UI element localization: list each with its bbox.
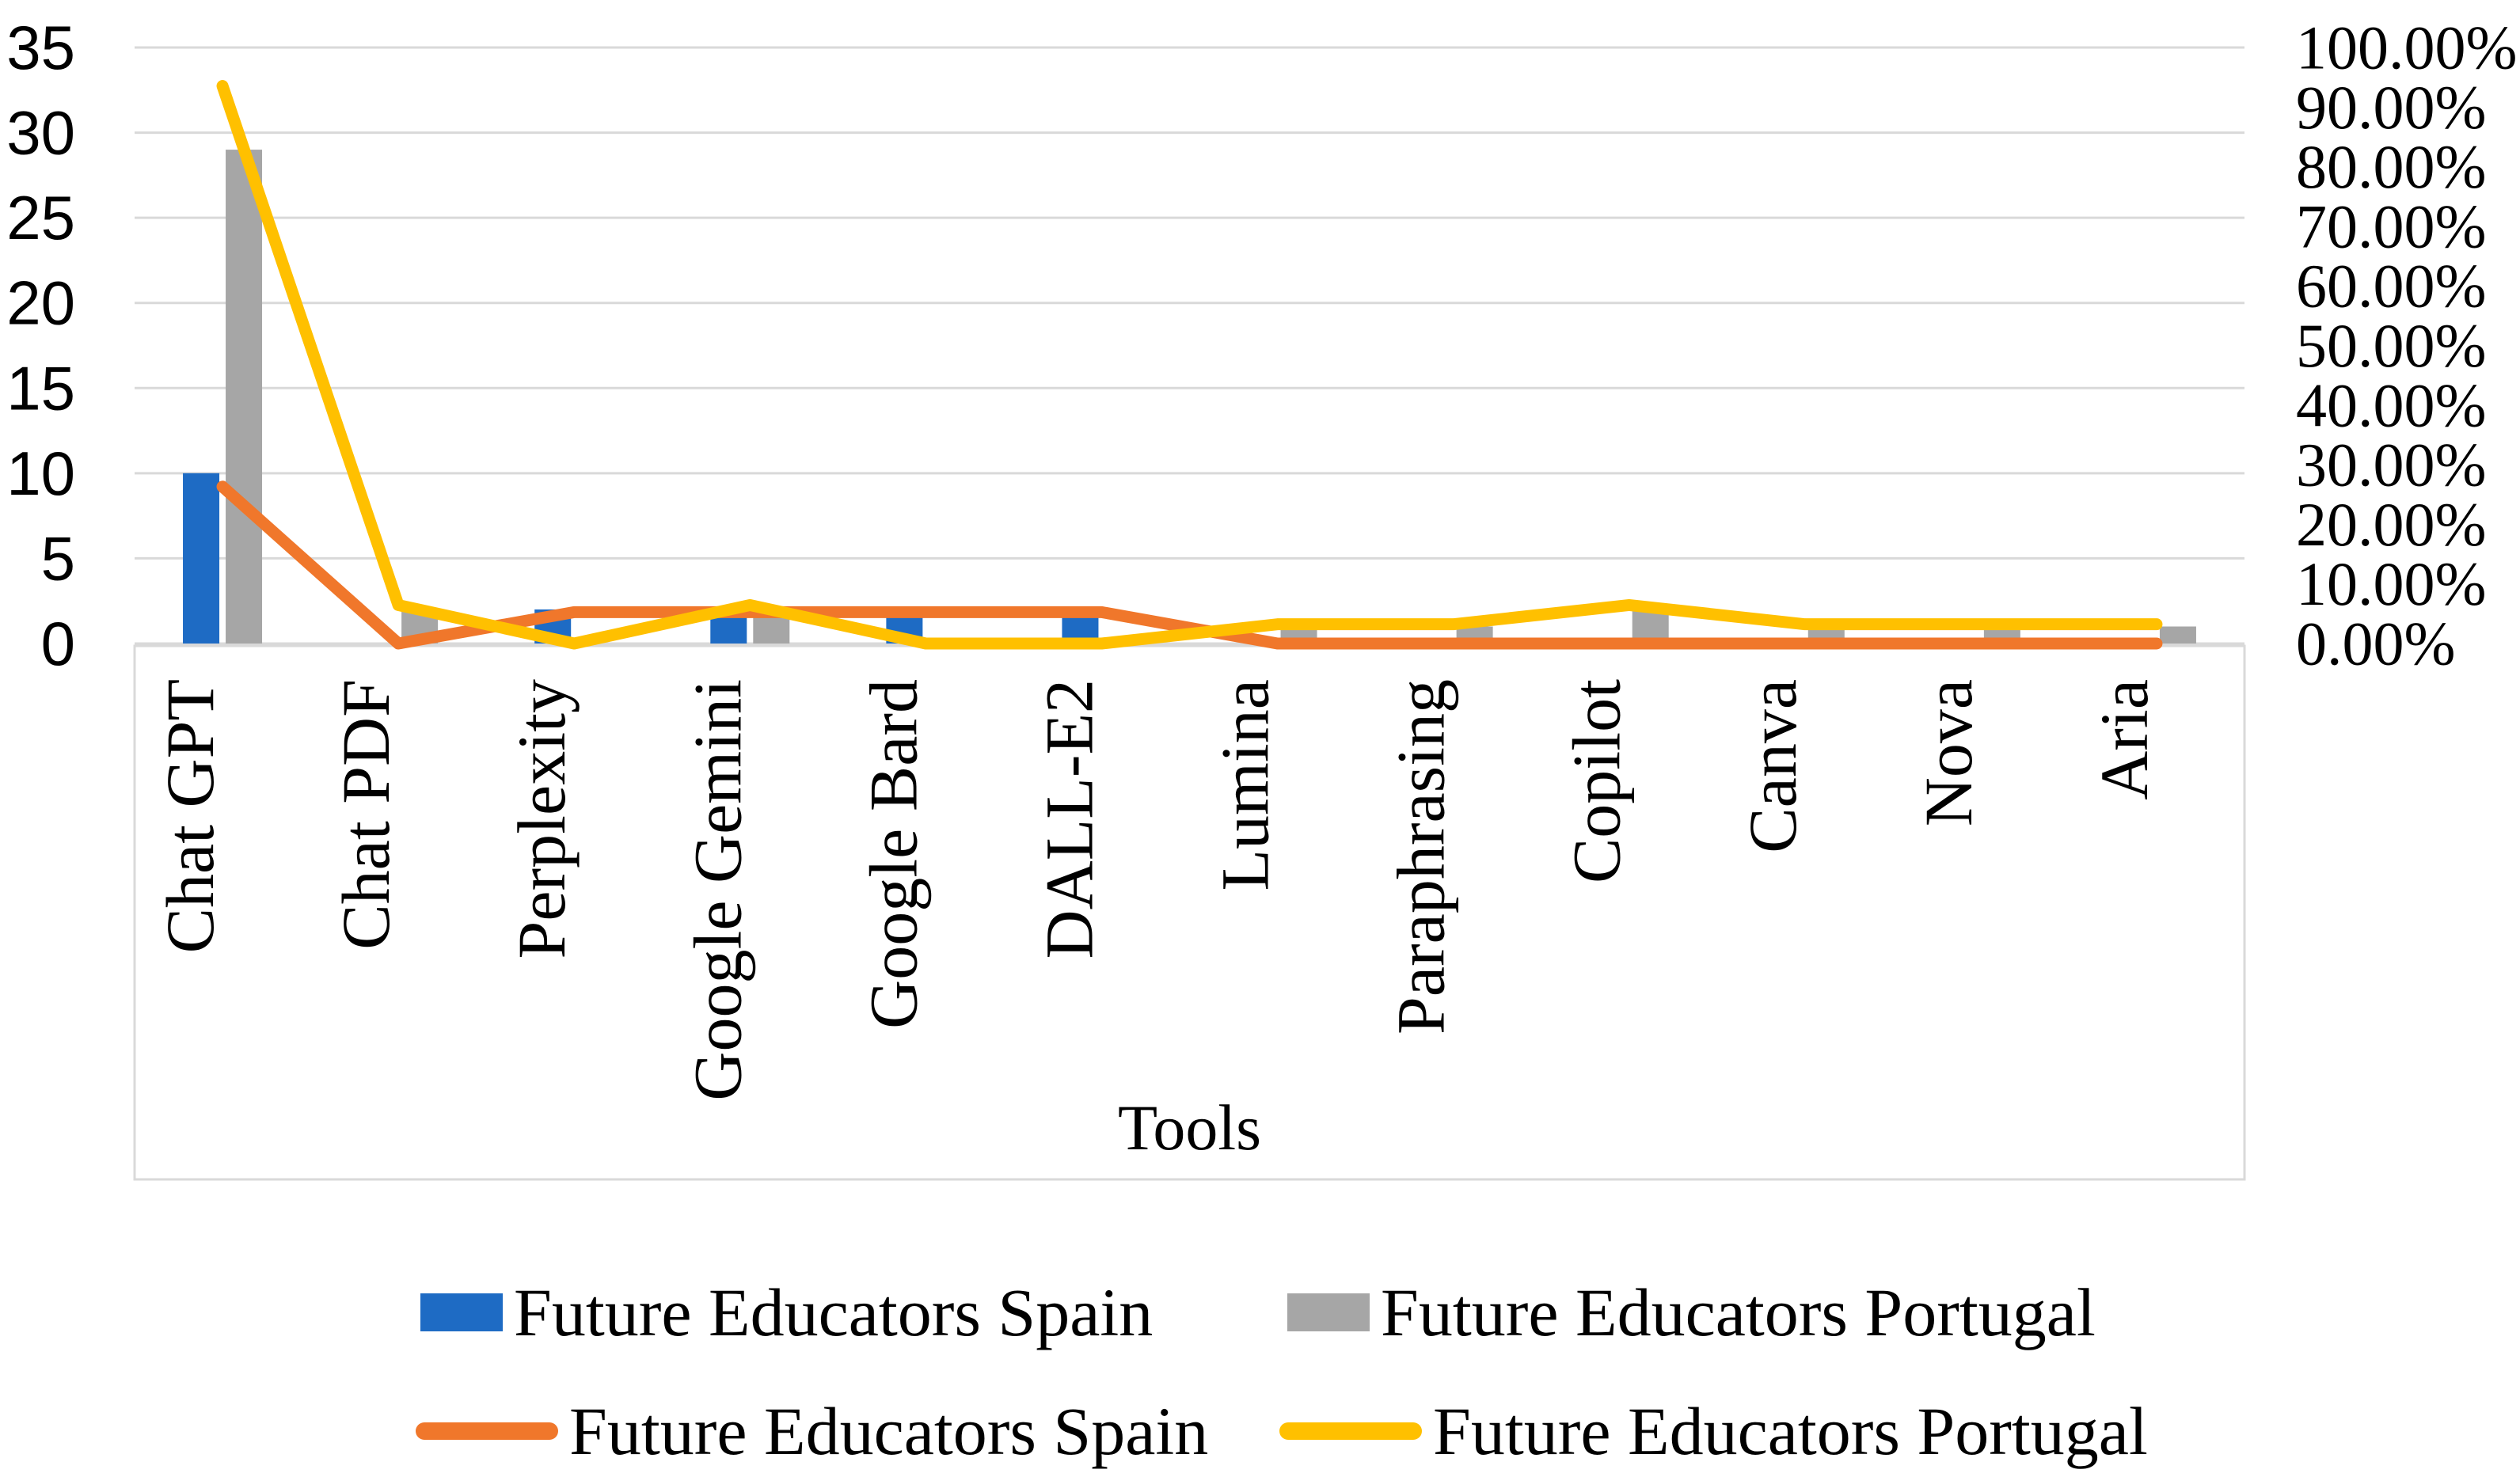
right-axis-tick-label: 30.00% [2296,431,2486,499]
x-axis-category-label-chat-pdf: Chat PDF [328,679,404,950]
right-axis-tick-label: 70.00% [2296,192,2486,260]
left-axis-tick-label: 5 [41,523,75,593]
bar-future-educators-portugal-aria [2159,626,2196,644]
x-axis-category-label-copilot: Copilot [1559,679,1635,883]
x-axis-category-label-chat-gpt: Chat GPT [152,679,228,953]
left-axis-tick-label: 15 [6,353,75,423]
x-axis-category-label-perplexity: Perplexity [504,679,580,959]
left-axis-tick-label: 35 [6,13,75,82]
right-axis-tick-label: 50.00% [2296,311,2486,380]
left-axis-tick-label: 30 [6,98,75,168]
line-future-educators-portugal [216,80,2163,650]
right-axis-tick-label: 90.00% [2296,73,2486,142]
x-axis-category-label-canva: Canva [1735,679,1811,853]
x-axis-title: Tools [1118,1092,1261,1164]
x-axis-category-label-dall-e2: DALL-E2 [1031,679,1107,959]
x-axis-category-label-lumina: Lumina [1207,679,1283,891]
left-axis-tick-label: 20 [6,268,75,338]
right-axis-tick-label: 0.00% [2296,609,2455,678]
x-axis-category-label-aria: Aria [2086,679,2162,800]
bar-future-educators-spain-chat-gpt [183,473,220,644]
x-axis-category-label-paraphrasing: Paraphrasing [1383,679,1459,1035]
right-axis-tick-label: 10.00% [2296,549,2486,618]
right-axis-tick-label: 100.00% [2296,13,2517,82]
right-axis-tick-label: 60.00% [2296,252,2486,321]
x-axis-category-label-google-bard: Google Bard [855,679,931,1029]
x-axis-category-label-nova: Nova [1910,679,1986,826]
right-axis-tick-label: 80.00% [2296,132,2486,201]
left-axis-tick-label: 0 [41,609,75,678]
bar-future-educators-portugal-chat-gpt [226,150,263,644]
x-axis-category-label-google-gemini: Google Gemini [679,679,755,1101]
left-axis-tick-label: 25 [6,183,75,252]
right-axis-tick-label: 20.00% [2296,490,2486,559]
left-axis-tick-label: 10 [6,439,75,508]
line-future-educators-spain [216,480,2163,650]
right-axis-tick-label: 40.00% [2296,370,2486,439]
x-axis-label-box [133,644,2246,1181]
